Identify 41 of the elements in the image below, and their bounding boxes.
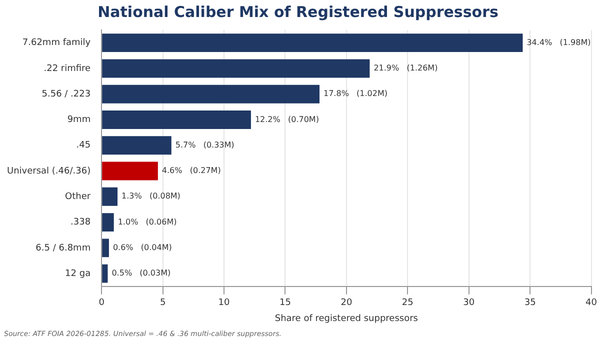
chart-title: National Caliber Mix of Registered Suppressors (98, 2, 498, 21)
y-tick-label: 9mm (67, 115, 91, 126)
y-tick-label: Universal (.46/.36) (6, 166, 91, 176)
y-tick-label: 5.56 / .223 (42, 89, 91, 100)
bar (102, 136, 172, 155)
data-label: 1.3% (0.08M) (122, 192, 180, 201)
bar (102, 187, 118, 206)
data-label: 12.2% (0.70M) (254, 114, 319, 124)
x-tick-label: 10 (218, 298, 230, 308)
x-tick-label: 20 (340, 298, 352, 308)
bar (102, 213, 114, 232)
bar (102, 84, 320, 104)
data-label: 1.0% (0.06M) (118, 217, 177, 226)
x-tick-label: 30 (463, 298, 475, 308)
x-tick-label: 40 (586, 298, 598, 308)
data-label: 17.8% (1.02M) (324, 89, 388, 98)
y-tick-label: 7.62mm family (22, 38, 92, 48)
data-label: 34.4% (1.98M) (526, 38, 591, 47)
y-tick-label: 12 ga (65, 268, 91, 279)
data-label: 4.6% (0.27M) (162, 166, 221, 176)
y-tick-label: 6.5 / 6.8mm (36, 243, 91, 254)
x-tick-label: 15 (280, 298, 291, 308)
x-tick-label: 5 (160, 298, 166, 308)
y-tick-label: Other (65, 192, 91, 202)
data-label: 5.7% (0.33M) (175, 140, 234, 150)
data-label: 0.5% (0.03M) (112, 268, 171, 278)
bar (102, 238, 109, 258)
y-tick-label: .338 (70, 218, 91, 228)
bar (102, 110, 251, 129)
x-tick-label: 0 (98, 298, 105, 308)
bar (102, 264, 108, 283)
bar (102, 34, 523, 52)
y-tick-label: .22 rimfire (44, 64, 92, 74)
bar (102, 59, 370, 78)
data-label: 0.6% (0.04M) (112, 243, 172, 252)
x-axis-title: Share of registered suppressors (274, 314, 418, 324)
x-tick-label: 35 (524, 298, 536, 308)
bar (102, 162, 158, 180)
data-label: 21.9% (1.26M) (374, 64, 438, 73)
y-tick-label: .45 (76, 140, 91, 151)
x-tick-label: 25 (402, 298, 414, 308)
